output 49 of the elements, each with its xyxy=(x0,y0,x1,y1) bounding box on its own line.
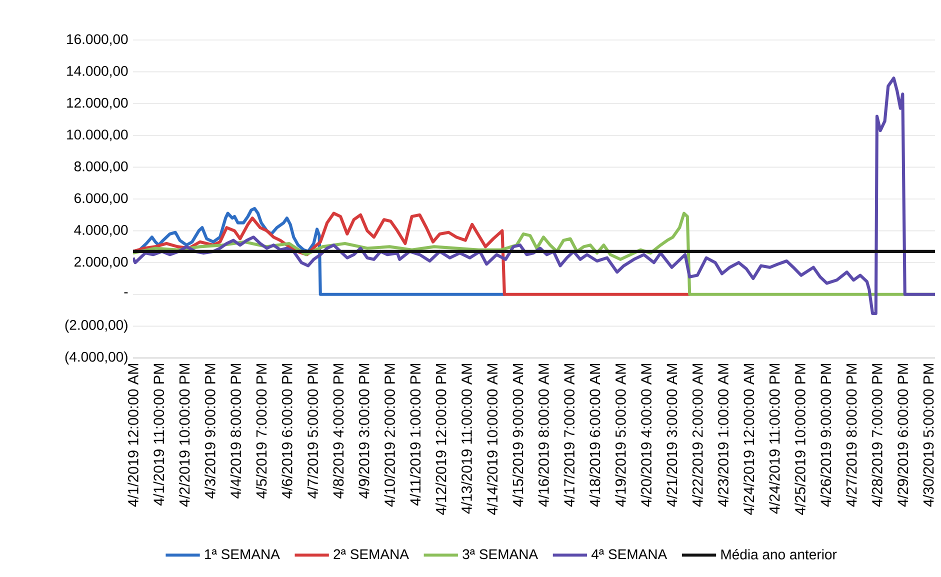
y-tick-label: - xyxy=(124,292,128,294)
y-tick-label: 12.000,00 xyxy=(67,98,128,110)
x-tick-label: 4/24/2019 12:00:00 AM xyxy=(743,364,754,515)
x-tick-label: 4/7/2019 5:00:00 PM xyxy=(307,364,318,499)
y-tick-label: (4.000,00) xyxy=(65,351,128,365)
x-tick-label: 4/10/2019 2:00:00 PM xyxy=(384,364,395,507)
x-tick-label: 4/11/2019 1:00:00 PM xyxy=(410,364,421,506)
x-tick-label: 4/14/2019 10:00:00 AM xyxy=(486,364,498,515)
x-tick-label: 4/29/2019 6:00:00 PM xyxy=(897,364,908,507)
x-tick-label: 4/23/2019 1:00:00 AM xyxy=(718,364,728,507)
x-tick-label: 4/8/2019 4:00:00 PM xyxy=(332,364,344,499)
x-tick-label: 4/30/2019 5:00:00 PM xyxy=(922,364,934,507)
x-tick-label: 4/16/2019 8:00:00 AM xyxy=(538,364,549,507)
x-tick-label: 4/28/2019 7:00:00 PM xyxy=(872,364,882,507)
y-tick-label: 8.000,00 xyxy=(74,161,128,173)
x-tick-label: 4/13/2019 11:00:00 AM xyxy=(461,364,472,514)
x-tick-label: 4/18/2019 6:00:00 AM xyxy=(589,364,600,507)
y-tick-label: 14.000,00 xyxy=(67,66,128,78)
legend-label: 1ª SEMANA xyxy=(205,549,280,560)
x-tick-label: 4/17/2019 7:00:00 AM xyxy=(564,364,575,507)
x-tick-label: 4/9/2019 3:00:00 PM xyxy=(358,364,370,499)
x-tick-label: 4/1/2019 11:00:00 PM xyxy=(153,364,164,506)
line-series xyxy=(133,212,692,296)
y-tick-label: 10.000,00 xyxy=(67,130,128,142)
x-tick-label: 4/20/2019 4:00:00 AM xyxy=(640,364,652,507)
x-tick-label: 4/19/2019 5:00:00 AM xyxy=(615,364,626,507)
legend-label: 3ª SEMANA xyxy=(462,549,538,560)
x-tick-label: 4/5/2019 7:00:00 PM xyxy=(256,364,267,499)
legend-label: 2ª SEMANA xyxy=(334,549,409,560)
x-tick-label: 4/25/2019 10:00:00 PM xyxy=(794,364,806,515)
y-tick-label: 4.000,00 xyxy=(74,225,128,237)
x-tick-label: 4/3/2019 9:00:00 PM xyxy=(204,364,216,499)
x-tick-label: 4/12/2019 12:00:00 PM xyxy=(435,364,446,515)
legend-label: 4ª SEMANA xyxy=(591,549,668,560)
x-tick-label: 4/4/2019 8:00:00 PM xyxy=(230,364,242,499)
y-tick-label: 2.000,00 xyxy=(74,256,128,268)
x-tick-label: 4/2/2019 10:00:00 PM xyxy=(178,364,190,507)
x-tick-label: 4/6/2019 6:00:00 PM xyxy=(282,364,292,499)
x-tick-label: 4/15/2019 9:00:00 AM xyxy=(512,364,524,507)
legend-label: Média ano anterior xyxy=(721,548,837,560)
x-tick-label: 4/26/2019 9:00:00 PM xyxy=(820,364,832,507)
x-tick-label: 4/1/2019 12:00:00 AM xyxy=(128,364,138,507)
x-tick-label: 4/27/2019 8:00:00 PM xyxy=(846,364,857,507)
y-tick-label: (2.000,00) xyxy=(65,320,128,333)
y-tick-label: 6.000,00 xyxy=(74,193,128,205)
x-tick-label: 4/24/2019 11:00:00 PM xyxy=(769,364,780,514)
x-tick-label: 4/22/2019 2:00:00 AM xyxy=(692,364,703,507)
y-tick-label: 16.000,00 xyxy=(67,34,128,46)
x-tick-label: 4/21/2019 3:00:00 AM xyxy=(666,364,678,507)
